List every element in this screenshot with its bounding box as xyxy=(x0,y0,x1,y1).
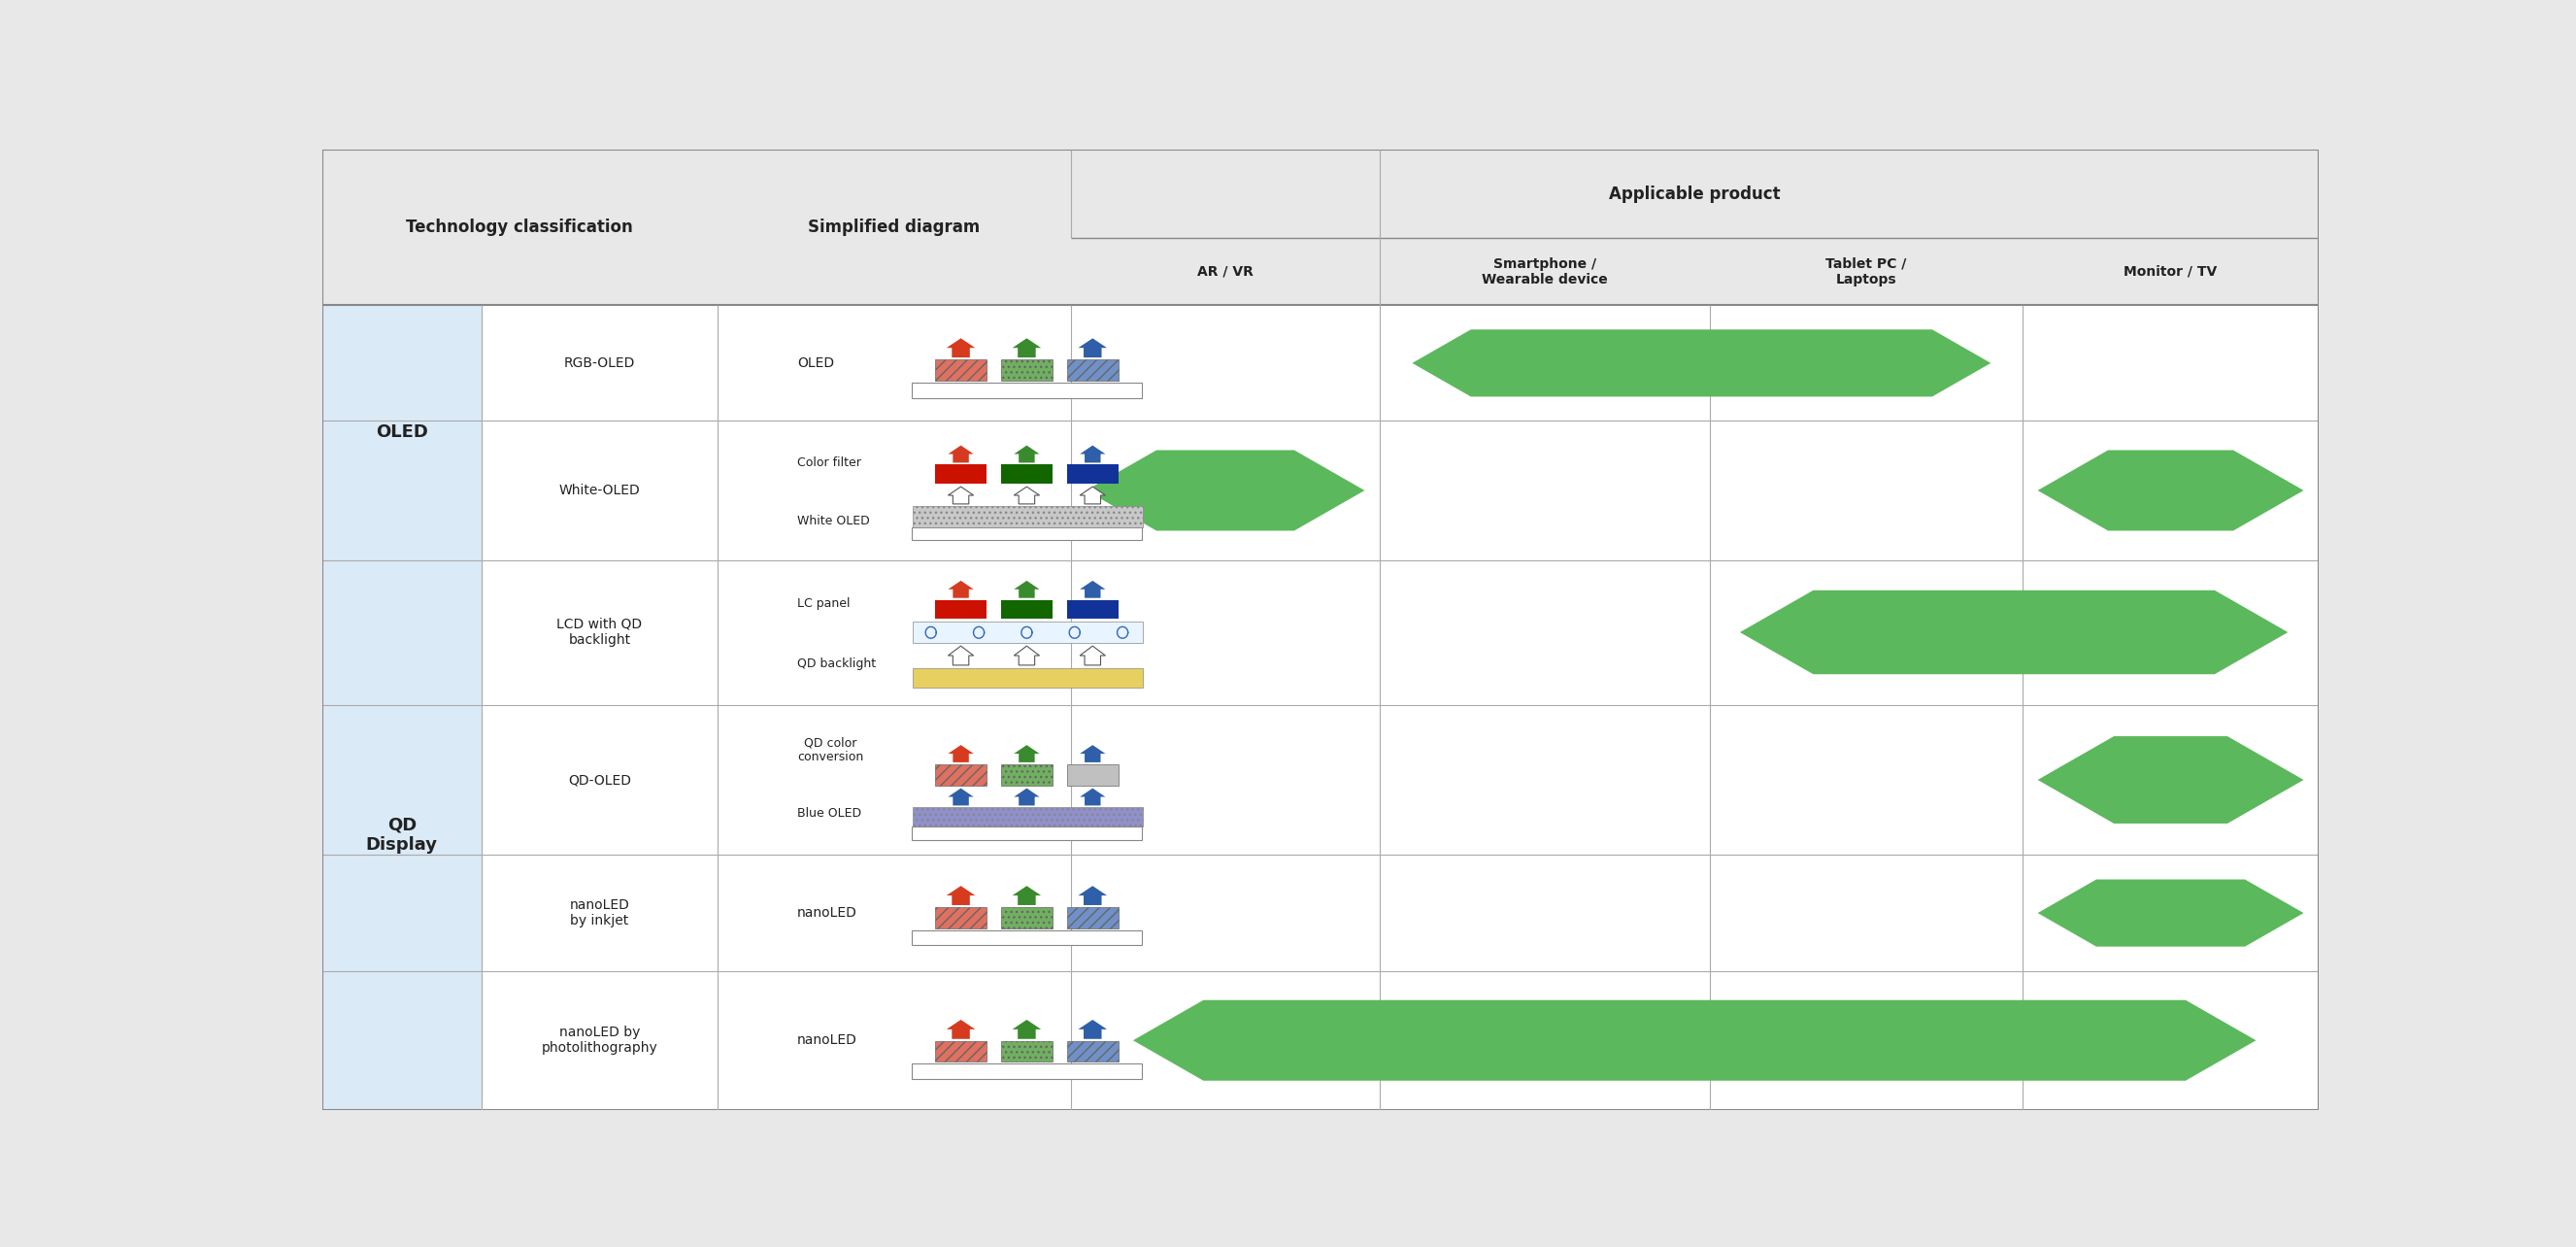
Bar xyxy=(1066,1041,1118,1062)
Bar xyxy=(912,506,1144,527)
Bar xyxy=(912,1064,1141,1079)
Bar xyxy=(1072,150,2318,238)
Polygon shape xyxy=(948,445,974,463)
Polygon shape xyxy=(1087,450,1365,531)
Text: Simplified diagram: Simplified diagram xyxy=(809,218,979,236)
Polygon shape xyxy=(1015,646,1041,665)
Polygon shape xyxy=(1133,1000,2257,1081)
Bar xyxy=(935,907,987,928)
Polygon shape xyxy=(1079,646,1105,665)
Text: White OLED: White OLED xyxy=(796,515,871,527)
Bar xyxy=(1066,907,1118,928)
Bar xyxy=(1002,465,1054,484)
Text: OLED: OLED xyxy=(376,424,428,441)
Bar xyxy=(322,560,482,1110)
Bar xyxy=(912,668,1144,687)
Polygon shape xyxy=(1012,885,1041,905)
Bar xyxy=(1002,359,1054,380)
Text: QD
Display: QD Display xyxy=(366,816,438,854)
Text: Monitor / TV: Monitor / TV xyxy=(2125,264,2218,278)
Polygon shape xyxy=(1079,744,1105,762)
Bar xyxy=(912,383,1141,398)
Text: nanoLED by
photolithography: nanoLED by photolithography xyxy=(541,1026,657,1055)
Text: Tablet PC /
Laptops: Tablet PC / Laptops xyxy=(1826,257,1906,287)
Text: QD-OLED: QD-OLED xyxy=(567,773,631,787)
Polygon shape xyxy=(1012,1020,1041,1039)
Text: QD backlight: QD backlight xyxy=(796,657,876,671)
Text: QD color
conversion: QD color conversion xyxy=(796,736,863,763)
Text: RGB-OLED: RGB-OLED xyxy=(564,357,636,370)
Text: Blue OLED: Blue OLED xyxy=(796,807,860,819)
Polygon shape xyxy=(1412,329,1991,397)
Bar xyxy=(912,622,1144,643)
Bar xyxy=(322,150,2318,238)
Bar xyxy=(1066,764,1118,786)
Text: Applicable product: Applicable product xyxy=(1610,185,1780,202)
Bar xyxy=(1066,600,1118,619)
Bar xyxy=(1002,600,1054,619)
Polygon shape xyxy=(1079,788,1105,806)
Polygon shape xyxy=(945,1020,976,1039)
Polygon shape xyxy=(1015,788,1041,806)
Bar xyxy=(1066,465,1118,484)
Bar xyxy=(482,306,2318,1110)
Bar xyxy=(912,827,1141,840)
Bar xyxy=(912,930,1141,945)
Text: nanoLED
by inkjet: nanoLED by inkjet xyxy=(569,898,629,928)
Text: Smartphone /
Wearable device: Smartphone / Wearable device xyxy=(1481,257,1607,287)
Text: Color filter: Color filter xyxy=(796,456,860,469)
Bar xyxy=(322,306,482,560)
Bar xyxy=(1002,1041,1054,1062)
Polygon shape xyxy=(948,486,974,504)
Polygon shape xyxy=(1079,885,1108,905)
Bar xyxy=(935,764,987,786)
Polygon shape xyxy=(948,744,974,762)
Polygon shape xyxy=(1015,486,1041,504)
Polygon shape xyxy=(948,581,974,599)
Text: LC panel: LC panel xyxy=(796,597,850,610)
Bar xyxy=(1066,359,1118,380)
Polygon shape xyxy=(1015,744,1041,762)
Bar xyxy=(935,1041,987,1062)
Polygon shape xyxy=(2038,736,2303,823)
Polygon shape xyxy=(1015,581,1041,599)
Polygon shape xyxy=(2038,450,2303,531)
Polygon shape xyxy=(1012,338,1041,358)
Bar xyxy=(935,465,987,484)
Bar xyxy=(935,359,987,380)
Text: nanoLED: nanoLED xyxy=(796,1034,858,1047)
Polygon shape xyxy=(1739,590,2287,675)
Text: White-OLED: White-OLED xyxy=(559,484,641,498)
Polygon shape xyxy=(1079,338,1108,358)
Polygon shape xyxy=(948,646,974,665)
Bar xyxy=(1002,764,1054,786)
Text: Technology classification: Technology classification xyxy=(407,218,634,236)
Text: OLED: OLED xyxy=(796,357,835,370)
Bar xyxy=(935,600,987,619)
Text: LCD with QD
backlight: LCD with QD backlight xyxy=(556,617,641,647)
Polygon shape xyxy=(945,885,976,905)
Polygon shape xyxy=(1079,445,1105,463)
Polygon shape xyxy=(1079,581,1105,599)
Polygon shape xyxy=(1015,445,1041,463)
Text: nanoLED: nanoLED xyxy=(796,907,858,920)
Polygon shape xyxy=(2038,879,2303,946)
Polygon shape xyxy=(945,338,976,358)
Polygon shape xyxy=(948,788,974,806)
Bar xyxy=(912,527,1141,540)
Text: AR / VR: AR / VR xyxy=(1198,264,1255,278)
Polygon shape xyxy=(1079,486,1105,504)
Bar xyxy=(912,807,1144,827)
Bar xyxy=(1002,907,1054,928)
Polygon shape xyxy=(1079,1020,1108,1039)
